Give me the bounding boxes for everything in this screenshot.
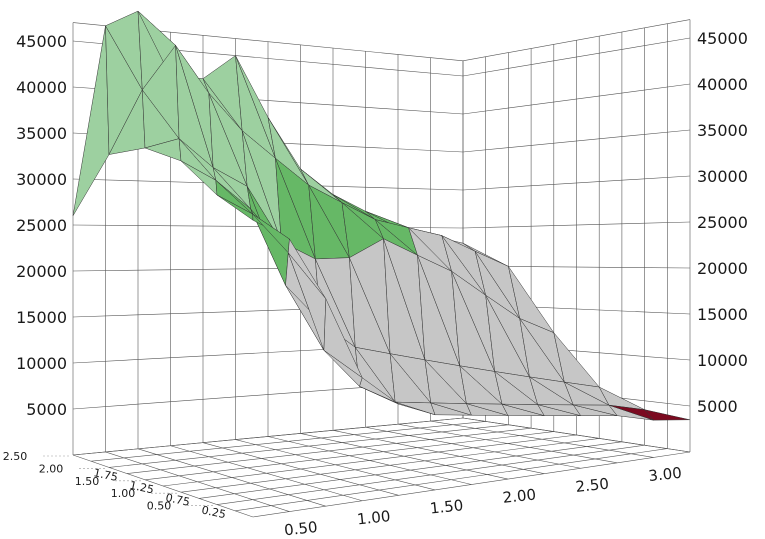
y-tick-label: 1.75 [92,466,119,484]
z-tick-label-right: 25000 [697,213,748,232]
z-tick-label-right: 30000 [697,167,748,186]
z-tick-label-right: 10000 [697,351,748,370]
z-tick-label-left: 45000 [16,32,67,51]
x-tick-label: 1.50 [429,496,464,517]
floor-y-gridline [234,448,668,512]
right-wall-hline [462,83,691,115]
floor-y-gridline [144,431,554,481]
z-tick-label-left: 5000 [26,400,67,419]
x-tick-label: 2.00 [502,485,537,506]
y-tick-label: 1.50 [75,475,100,488]
right-wall-hline [462,19,691,62]
z-tick-label-right: 5000 [697,397,738,416]
z-tick-label-left: 40000 [16,78,67,97]
z-tick-label-left: 25000 [16,216,67,235]
y-tick-label: 1.00 [111,487,136,500]
floor-y-gridline [252,451,691,518]
surface [72,10,691,421]
z-tick-label-right: 35000 [697,121,748,140]
y-tick-label: 2.00 [39,462,64,475]
x-tick-label: 2.50 [575,475,610,496]
axis-labels: 5000 5000 10000 10000 15000 15000 20000 20000 25… [3,29,748,539]
surface-facet [72,25,110,217]
floor-y-gridline [180,438,600,493]
floor-y-gridline [126,427,532,474]
z-tick-label-right: 20000 [697,259,748,278]
z-tick-label-left: 30000 [16,170,67,189]
y-tick-label: 2.50 [3,450,28,463]
y-tick-label: 0.25 [200,503,227,521]
right-wall-hline [462,129,691,153]
z-tick-label-right: 45000 [697,29,748,48]
z-tick-label-right: 40000 [697,75,748,94]
x-tick-label: 1.00 [356,507,391,528]
surface-facet [394,401,436,416]
floor-y-gridline [108,424,509,468]
y-tick-label: 1.25 [128,479,155,497]
floor-y-gridline [72,417,464,456]
floor-y-gridline [90,421,486,462]
y-tick-label: 0.75 [164,491,191,509]
floor-y-gridline [198,441,622,499]
right-wall-hline [462,175,691,191]
z-tick-label-left: 10000 [16,354,67,373]
surface-facet [644,409,691,421]
y-tick-label: 0.50 [147,500,172,513]
x-tick-label: 3.00 [648,464,683,485]
floor-y-gridline [216,444,645,505]
right-wall-hline [462,37,691,77]
floor-y-gridline [162,434,577,487]
z-tick-label-left: 15000 [16,308,67,327]
z-tick-label-left: 35000 [16,124,67,143]
right-wall-hline [462,221,691,229]
z-tick-label-right: 15000 [697,305,748,324]
x-tick-label: 0.50 [283,518,318,539]
z-tick-label-left: 20000 [16,262,67,281]
